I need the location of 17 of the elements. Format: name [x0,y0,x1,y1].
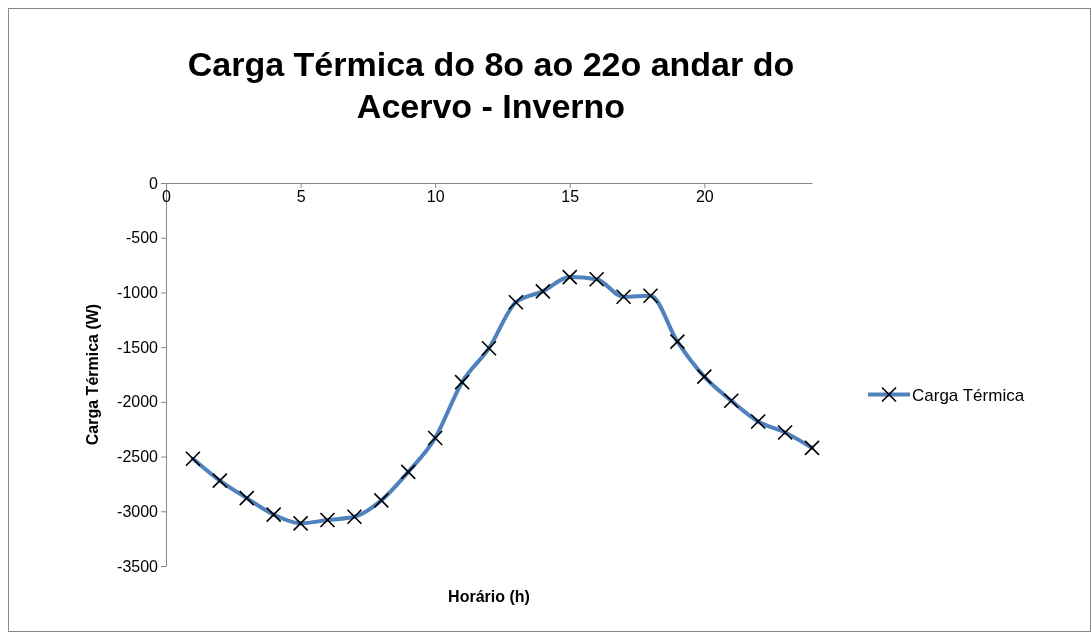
y-tick-label: -3000 [117,502,159,520]
chart-title: Carga Térmica do 8o ao 22o andar do Acervo - Inverno [187,45,795,125]
legend-label: Carga Térmica [912,385,1025,405]
y-tick-label: -1000 [117,284,159,302]
y-tick-label: -500 [125,229,159,247]
y-tick-label: -2500 [117,448,159,466]
x-tick-label: 20 [695,188,714,206]
y-axis-title: Carga Térmica (W) [84,303,101,446]
x-tick-label: 10 [426,188,445,206]
x-axis-title: Horário (h) [448,588,530,605]
y-tick-label: -2000 [117,393,159,411]
y-tick-label: 0 [149,174,159,192]
y-tick-label: -3500 [117,557,159,575]
x-tick-label: 0 [162,188,172,206]
x-tick-label: 5 [296,188,306,206]
y-tick-label: -1500 [117,338,159,356]
x-tick-label: 15 [561,188,580,206]
